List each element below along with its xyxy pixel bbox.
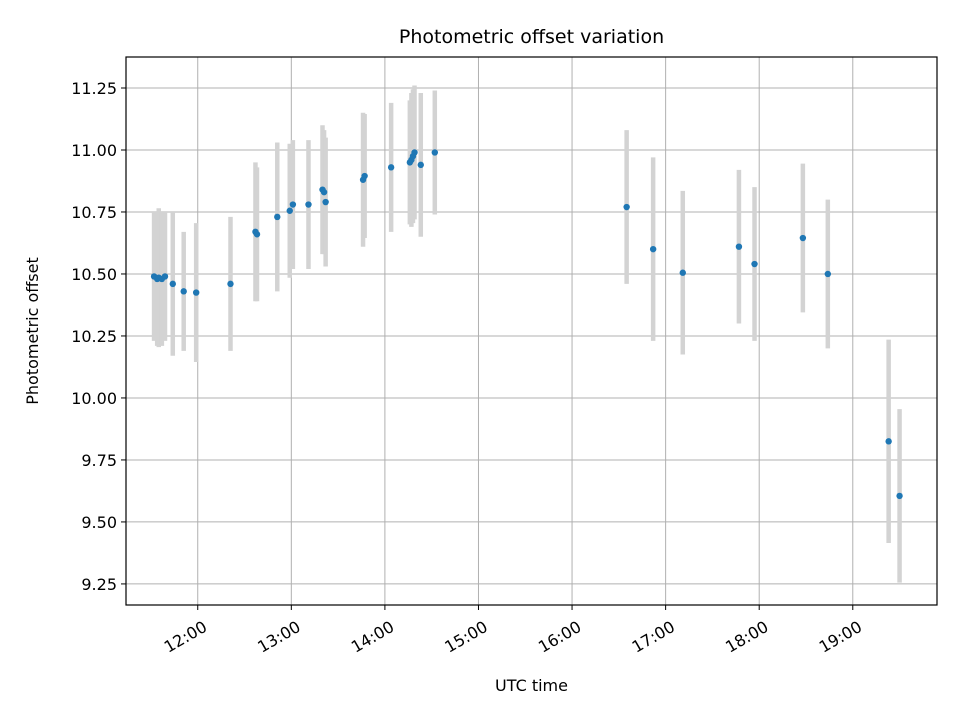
data-point [161, 273, 169, 280]
y-tick-label: 9.50 [81, 513, 117, 532]
data-point [169, 280, 176, 288]
chart-title: Photometric offset variation [399, 26, 664, 48]
y-tick-label: 10.75 [71, 203, 117, 222]
data-point [751, 260, 758, 268]
data-point [387, 164, 395, 171]
data-point [322, 198, 329, 206]
data-point [227, 280, 234, 288]
data-point [431, 149, 439, 156]
y-tick-label: 10.50 [71, 265, 117, 284]
data-point [679, 269, 686, 276]
y-tick-label: 10.25 [71, 327, 117, 346]
y-tick-label: 10.00 [71, 389, 117, 408]
data-point [799, 234, 807, 242]
y-tick-label: 11.25 [71, 79, 117, 98]
data-point [180, 288, 187, 295]
y-tick-label: 9.75 [81, 451, 117, 470]
data-point [289, 201, 297, 208]
data-point [417, 161, 424, 169]
data-point [305, 201, 312, 208]
data-point [896, 492, 903, 500]
data-points [150, 149, 903, 500]
y-tick-label: 11.00 [71, 141, 117, 160]
data-point [286, 207, 293, 214]
data-point [320, 188, 328, 196]
data-point [411, 149, 418, 156]
y-tick-label: 9.25 [81, 575, 117, 594]
data-point [361, 172, 368, 180]
data-point [192, 289, 200, 296]
data-point [824, 270, 832, 278]
data-point [253, 231, 261, 238]
y-axis-label: Photometric offset [23, 257, 42, 405]
data-point [623, 203, 630, 211]
plot-frame [125, 56, 938, 606]
x-axis-label: UTC time [495, 676, 568, 695]
data-point [274, 213, 281, 221]
data-point [649, 245, 657, 253]
data-point [735, 243, 743, 250]
data-point [885, 438, 892, 445]
